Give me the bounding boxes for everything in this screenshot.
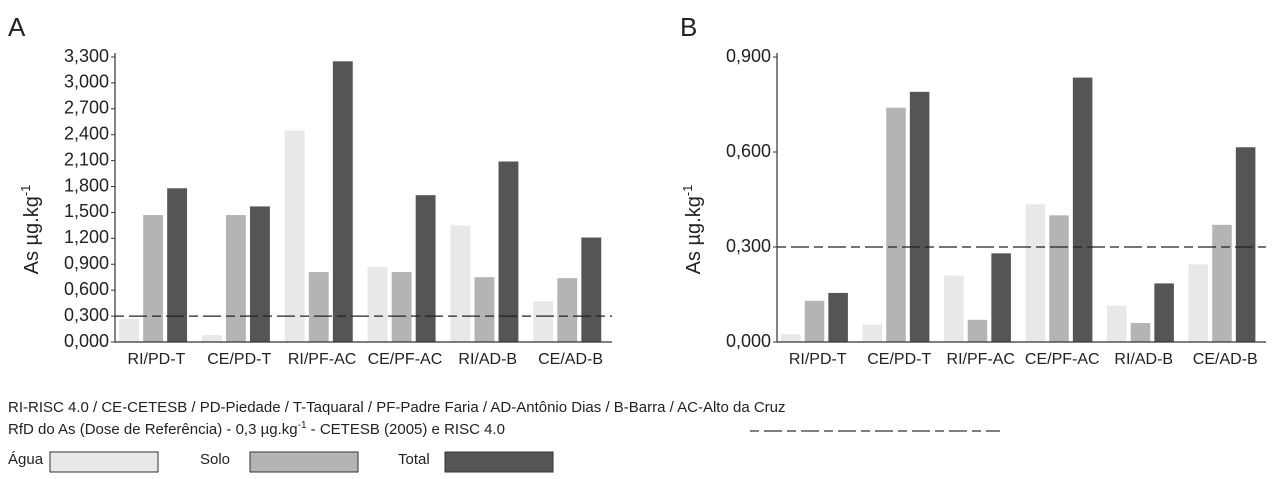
bar xyxy=(781,334,801,342)
y-tick-label: 3,000 xyxy=(64,72,109,92)
bar xyxy=(167,188,188,342)
x-tick-label: RI/PF-AC xyxy=(947,351,1015,368)
y-axis-label-sup: -1 xyxy=(18,185,33,197)
y-tick-label: 0,300 xyxy=(64,305,109,325)
bar xyxy=(1025,204,1046,342)
bar xyxy=(1188,264,1209,342)
x-tick-label: CE/PF-AC xyxy=(368,351,443,368)
y-tick-label: 0,900 xyxy=(64,253,109,273)
y-tick-label: 1,500 xyxy=(64,201,109,221)
x-tick-label: RI/AD-B xyxy=(1114,351,1173,368)
panel-label: A xyxy=(8,12,26,42)
legend-label: Total xyxy=(398,451,430,468)
y-axis-label-sup: -1 xyxy=(680,185,695,197)
bar xyxy=(498,161,519,342)
bar xyxy=(1130,323,1151,342)
y-tick-label: 3,300 xyxy=(64,46,109,66)
y-tick-label: 0,900 xyxy=(726,46,771,66)
reference-note-text: - CETESB (2005) e RISC 4.0 xyxy=(307,421,505,438)
x-tick-label: CE/PD-T xyxy=(867,351,931,368)
bar xyxy=(143,215,164,342)
bar xyxy=(909,91,930,342)
panel-label: B xyxy=(680,12,697,42)
bar xyxy=(450,225,471,342)
legend-swatch xyxy=(444,451,554,473)
bar xyxy=(1235,147,1256,342)
y-tick-label: 0,600 xyxy=(726,141,771,161)
legend-label: Água xyxy=(8,451,44,468)
y-tick-label: 2,100 xyxy=(64,149,109,169)
legend-swatch xyxy=(249,451,359,473)
bar xyxy=(804,300,825,342)
y-axis-label: As µg.kg-1 xyxy=(18,185,43,275)
x-tick-label: RI/PD-T xyxy=(789,351,847,368)
bar xyxy=(1154,283,1174,342)
bar xyxy=(557,278,578,342)
y-tick-label: 1,800 xyxy=(64,175,109,195)
x-tick-label: CE/AD-B xyxy=(538,351,603,368)
y-tick-label: 0,000 xyxy=(726,331,771,351)
abbreviation-note: RI-RISC 4.0 / CE-CETESB / PD-Piedade / T… xyxy=(8,399,786,416)
bar xyxy=(581,237,602,342)
bar xyxy=(391,272,412,342)
x-tick-label: RI/AD-B xyxy=(458,351,517,368)
bar xyxy=(1072,77,1093,342)
bar xyxy=(991,253,1011,342)
bar xyxy=(1212,224,1232,342)
x-tick-label: CE/PD-T xyxy=(207,351,271,368)
x-tick-label: RI/PD-T xyxy=(128,351,186,368)
y-tick-label: 2,400 xyxy=(64,123,109,143)
x-tick-label: RI/PF-AC xyxy=(288,351,356,368)
bar xyxy=(886,107,906,343)
legend-label: Solo xyxy=(200,451,230,468)
y-tick-label: 0,300 xyxy=(726,236,771,256)
bar xyxy=(1049,215,1069,342)
bar xyxy=(1107,305,1127,342)
bar xyxy=(862,324,883,342)
bar xyxy=(828,292,848,342)
bar xyxy=(284,130,305,342)
y-tick-label: 0,000 xyxy=(64,331,109,351)
bar xyxy=(308,272,329,342)
x-tick-label: CE/AD-B xyxy=(1193,351,1258,368)
bar xyxy=(225,215,246,342)
bar xyxy=(119,318,140,342)
reference-note-text: RfD do As (Dose de Referência) - 0,3 µg.… xyxy=(8,421,298,438)
bar xyxy=(474,277,495,342)
bar xyxy=(415,195,436,342)
bar xyxy=(944,275,964,342)
bar xyxy=(533,301,554,342)
bar xyxy=(367,266,388,342)
y-axis-label-text: As µg.kg xyxy=(683,196,705,274)
y-axis-label-text: As µg.kg xyxy=(21,196,43,274)
bar xyxy=(250,206,270,342)
y-tick-label: 2,700 xyxy=(64,98,109,118)
reference-note-sup: -1 xyxy=(298,420,307,431)
bar xyxy=(967,319,988,342)
y-tick-label: 0,600 xyxy=(64,279,109,299)
reference-note: RfD do As (Dose de Referência) - 0,3 µg.… xyxy=(8,420,505,438)
x-tick-label: CE/PF-AC xyxy=(1025,351,1100,368)
legend-swatch xyxy=(49,451,159,473)
y-axis-label: As µg.kg-1 xyxy=(680,185,705,275)
bar xyxy=(201,335,222,342)
bar xyxy=(332,61,353,343)
y-tick-label: 1,200 xyxy=(64,227,109,247)
